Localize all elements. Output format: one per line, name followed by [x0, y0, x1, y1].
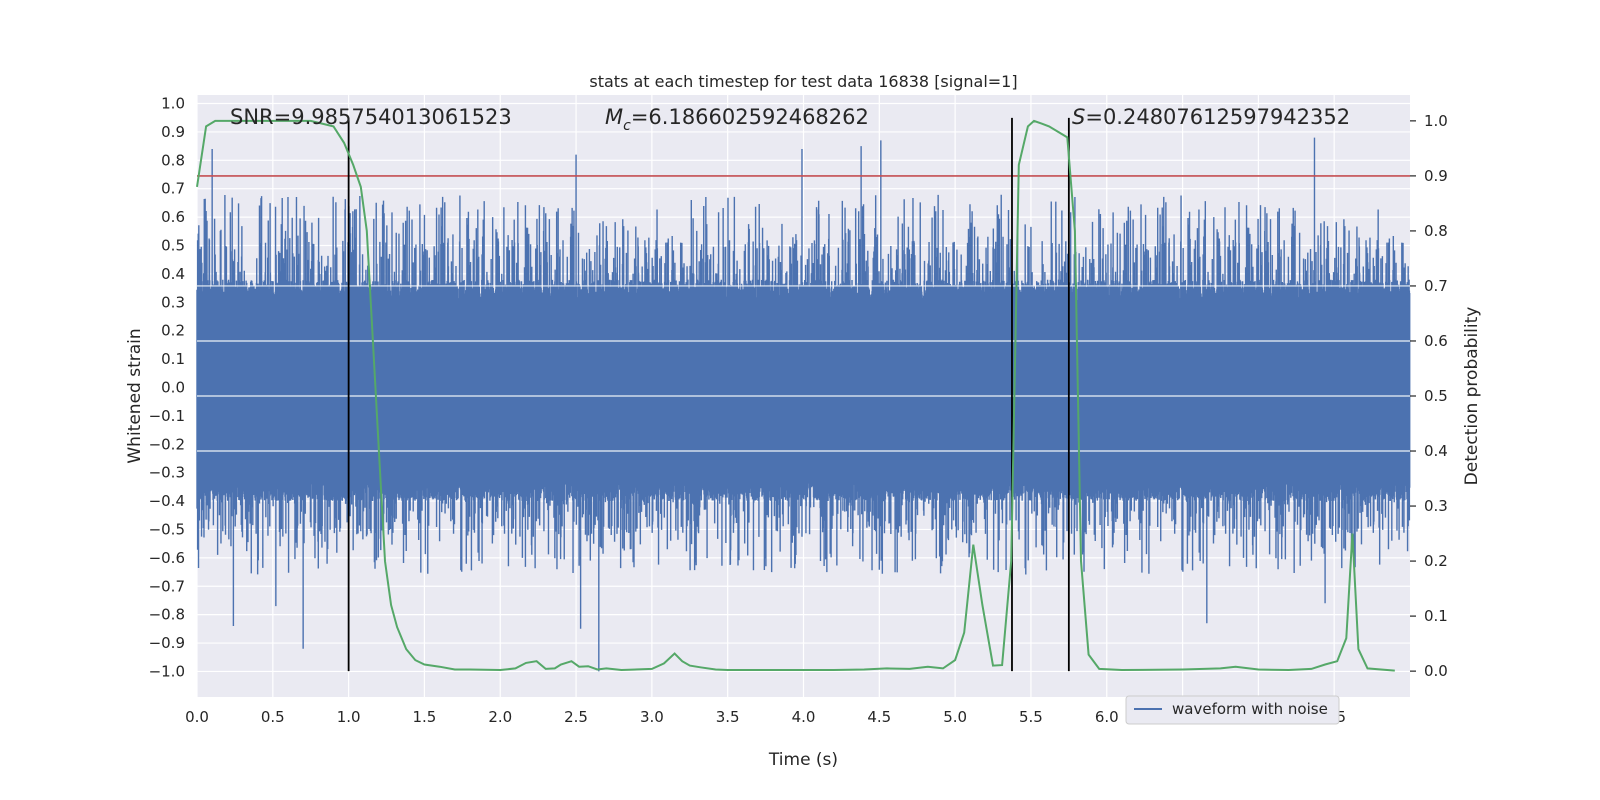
s-annotation: S=0.24807612597942352 [1072, 105, 1350, 129]
vertical-markers [347, 117, 1070, 672]
x-tick-label: 2.5 [564, 708, 588, 726]
y-tick-label-left: 0.2 [161, 322, 185, 340]
legend: waveform with noise [1125, 695, 1340, 725]
s-value: =0.24807612597942352 [1085, 105, 1350, 129]
y-tick-label-left: 0.6 [161, 208, 185, 226]
y-axis-label-left: Whitened strain [125, 328, 145, 463]
y-tick-label-left: −0.2 [149, 435, 185, 453]
y-tick-label-left: 0.1 [161, 350, 185, 368]
y-tick-label-left: 0.4 [161, 265, 185, 283]
mc-symbol: M [605, 105, 623, 129]
legend-box [1125, 695, 1340, 725]
x-tick-label: 5.5 [1019, 708, 1043, 726]
chirp-mass-annotation: Mc=6.186602592468262 [605, 105, 869, 134]
x-tick-label: 3.5 [716, 708, 740, 726]
y-tick-label-right: 0.9 [1424, 167, 1448, 185]
y-tick-label-left: −0.8 [149, 606, 185, 624]
y-tick-label-right: 0.0 [1424, 662, 1448, 680]
x-tick-label: 0.0 [185, 708, 209, 726]
y-tick-label-left: 0.5 [161, 237, 185, 255]
y-tick-label-left: −0.7 [149, 577, 185, 595]
x-tick-label: 0.5 [261, 708, 285, 726]
x-tick-label: 1.0 [337, 708, 361, 726]
x-tick-label: 1.5 [413, 708, 437, 726]
mc-value: =6.186602592468262 [631, 105, 869, 129]
probability-series-group [196, 119, 1395, 672]
waveform-series [196, 137, 1411, 672]
x-tick-label: 6.0 [1095, 708, 1119, 726]
mc-subscript: c [623, 118, 631, 134]
y-tick-label-right: 0.4 [1424, 442, 1448, 460]
y-tick-label-left: −0.1 [149, 407, 185, 425]
x-tick-label: 4.0 [792, 708, 816, 726]
y-tick-label-left: 0.0 [161, 378, 185, 396]
x-tick-label: 2.0 [488, 708, 512, 726]
s-symbol: S [1072, 105, 1085, 129]
y-tick-label-left: 0.3 [161, 293, 185, 311]
y-tick-label-right: 0.7 [1424, 277, 1448, 295]
y-tick-label-right: 1.0 [1424, 112, 1448, 130]
y-tick-label-right: 0.1 [1424, 607, 1448, 625]
y-tick-label-left: −0.9 [149, 634, 185, 652]
y-tick-label-left: 1.0 [161, 95, 185, 113]
y-tick-label-left: −0.5 [149, 520, 185, 538]
y-tick-label-left: −1.0 [149, 662, 185, 680]
y-tick-label-left: 0.9 [161, 123, 185, 141]
x-tick-label: 4.5 [867, 708, 891, 726]
y-tick-label-left: −0.4 [149, 492, 185, 510]
snr-annotation: SNR=9.985754013061523 [230, 105, 512, 129]
y-axis-label-right: Detection probability [1462, 307, 1482, 486]
y-tick-label-right: 0.8 [1424, 222, 1448, 240]
y-tick-label-left: 0.8 [161, 151, 185, 169]
y-tick-label-right: 0.6 [1424, 332, 1448, 350]
y-tick-label-right: 0.3 [1424, 497, 1448, 515]
y-tick-label-right: 0.2 [1424, 552, 1448, 570]
y-tick-label-left: 0.7 [161, 180, 185, 198]
x-tick-label: 5.0 [943, 708, 967, 726]
detection-probability-line [196, 119, 1395, 672]
legend-label: waveform with noise [1172, 700, 1328, 718]
chart-title: stats at each timestep for test data 168… [589, 72, 1017, 91]
y-tick-label-left: −0.6 [149, 549, 185, 567]
y-tick-label-right: 0.5 [1424, 387, 1448, 405]
x-axis-label: Time (s) [768, 750, 838, 770]
x-tick-label: 3.0 [640, 708, 664, 726]
y-tick-label-left: −0.3 [149, 464, 185, 482]
